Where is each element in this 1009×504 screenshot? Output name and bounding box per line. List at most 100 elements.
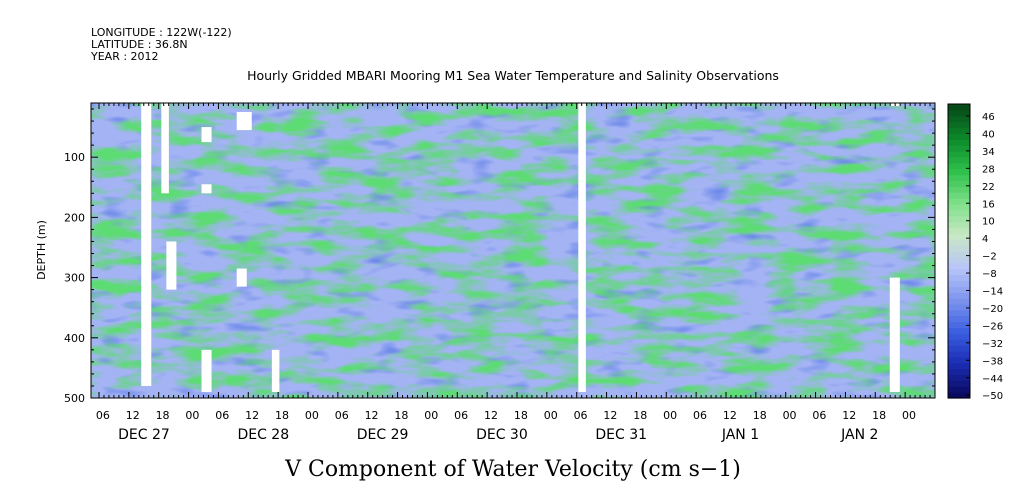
colorbar-tick-label: −44 (982, 374, 1003, 385)
data-gap (236, 268, 247, 287)
colorbar-bin (948, 315, 970, 323)
colorbar-tick-label: −20 (982, 304, 1003, 315)
data-gaps (141, 103, 900, 392)
x-hour-label: 00 (424, 409, 438, 422)
x-hour-label: 12 (365, 409, 379, 422)
colorbar-bin (948, 345, 970, 352)
colorbar-bin (948, 362, 970, 370)
colorbar-bin (948, 209, 970, 217)
y-tick-label: 300 (64, 272, 85, 285)
colorbar-tick-label: −38 (982, 356, 1003, 367)
colorbar-bin (948, 133, 970, 140)
x-hour-label: 12 (126, 409, 140, 422)
x-hour-label: 12 (245, 409, 259, 422)
y-tick-label: 100 (64, 151, 85, 164)
colorbar-bin (948, 268, 970, 276)
colorbar-bin (948, 227, 970, 234)
colorbar-tick-label: 46 (982, 112, 995, 123)
colorbar-bin (948, 121, 970, 129)
colorbar-bin (948, 162, 970, 170)
data-gap (578, 103, 586, 392)
colorbar-bin (948, 262, 970, 270)
colorbar-bin (948, 333, 970, 340)
x-hour-label: 18 (275, 409, 289, 422)
colorbar-bin (948, 274, 970, 281)
x-hour-label: 12 (842, 409, 856, 422)
latitude-label: LATITUDE : 36.8N (91, 38, 188, 51)
colorbar-bin (948, 151, 970, 158)
colorbar-bin (948, 156, 970, 164)
x-hour-label: 06 (215, 409, 229, 422)
colorbar-tick-label: −32 (982, 339, 1003, 350)
colorbar-bin (948, 221, 970, 229)
x-date-labels: DEC 27 DEC 28 DEC 29 DEC 30 DEC 31 JAN 1 JAN 2 (118, 427, 878, 443)
colorbar-bin (948, 233, 970, 240)
x-date-label: JAN 1 (721, 427, 759, 443)
x-date-label: DEC 30 (476, 427, 528, 443)
data-gap (201, 349, 212, 392)
x-hour-label: 06 (96, 409, 110, 422)
colorbar-tick-label: 4 (982, 234, 988, 245)
colorbar-bin (948, 180, 970, 187)
x-date-label: DEC 28 (237, 427, 289, 443)
x-hour-label: 00 (783, 409, 797, 422)
colorbar-bin (948, 339, 970, 346)
x-hour-label: 12 (603, 409, 617, 422)
heatmap-plot: 100 200 300 400 500 (64, 102, 936, 405)
x-hour-label: 06 (335, 409, 349, 422)
x-hour-label: 06 (812, 409, 826, 422)
data-gap (889, 277, 900, 392)
x-date-label: DEC 27 (118, 427, 170, 443)
colorbar-bin (948, 280, 970, 287)
x-hour-labels: 06 12 18 00 06 12 18 00 06 12 18 00 06 12 18 00 06 12 18 00… (96, 409, 916, 422)
x-hour-label: 18 (156, 409, 170, 422)
data-gap (161, 103, 169, 194)
x-ticks (98, 103, 936, 398)
x-hour-label: 12 (723, 409, 737, 422)
colorbar-bin (948, 327, 970, 334)
colorbar-tick-label: −26 (982, 321, 1003, 332)
heatmap-field (91, 103, 935, 398)
colorbar-bin (948, 350, 970, 358)
colorbar-bin (948, 380, 970, 387)
colorbar-bin (948, 109, 970, 117)
y-axis-label: DEPTH (m) (35, 220, 48, 280)
colorbar-bin (948, 309, 970, 317)
x-hour-label: 18 (753, 409, 767, 422)
colorbar-bin (948, 115, 970, 123)
colorbar-bin (948, 286, 970, 293)
bottom-title: V Component of Water Velocity (cm s−1) (284, 457, 741, 482)
colorbar-bin (948, 127, 970, 134)
colorbar-tick-label: −8 (982, 269, 997, 280)
x-hour-label: 06 (693, 409, 707, 422)
x-hour-label: 06 (454, 409, 468, 422)
colorbar-bin (948, 145, 970, 152)
y-ticks: 100 200 300 400 500 (64, 108, 935, 405)
colorbar-tick-label: −2 (982, 252, 997, 263)
colorbar-bin (948, 356, 970, 364)
x-hour-label: 18 (514, 409, 528, 422)
data-gap (201, 184, 212, 194)
x-date-label: DEC 29 (357, 427, 409, 443)
colorbar-bin (948, 392, 970, 399)
colorbar-bin (948, 256, 970, 264)
x-hour-label: 00 (663, 409, 677, 422)
colorbar-tick-label: 16 (982, 199, 995, 210)
colorbar-tick-label: 10 (982, 217, 995, 228)
x-hour-label: 00 (544, 409, 558, 422)
x-hour-label: 00 (902, 409, 916, 422)
data-gap (271, 349, 280, 392)
colorbar-bin (948, 192, 970, 199)
y-tick-label: 400 (64, 332, 85, 345)
longitude-label: LONGITUDE : 122W(-122) (91, 26, 232, 39)
colorbar-tick-label: 22 (982, 182, 995, 193)
colorbar-bin (948, 321, 970, 329)
year-label: YEAR : 2012 (90, 50, 159, 63)
x-hour-label: 12 (484, 409, 498, 422)
y-tick-label: 500 (64, 392, 85, 405)
x-hour-label: 06 (574, 409, 588, 422)
colorbar-bin (948, 292, 970, 299)
colorbar-bin (948, 245, 970, 252)
x-date-label: JAN 2 (840, 427, 878, 443)
